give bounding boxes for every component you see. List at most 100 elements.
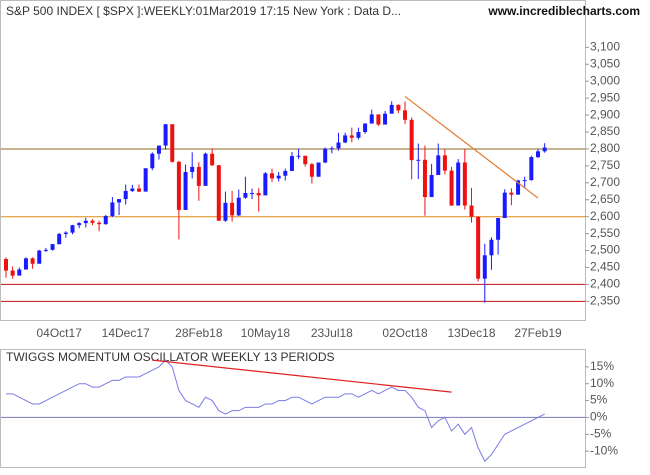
y-tick-label: 15% [590,359,614,373]
trend-line [404,95,539,199]
trend-line [152,359,452,393]
x-tick-label: 10May18 [241,326,291,340]
chart-title: S&P 500 INDEX [ $SPX ]:WEEKLY:01Mar2019 … [6,4,401,18]
candle-body [110,202,115,217]
candle-body [23,258,28,270]
y-tick-label: 2,450 [590,260,620,274]
y-tick-label: 2,650 [590,192,620,206]
candle-body [389,104,394,114]
candle-body [50,244,55,250]
candle-body [489,239,494,256]
y-tick-label: 2,800 [590,141,620,155]
candle-body [37,250,42,264]
candle-body [363,123,368,133]
candle-body [356,132,361,138]
y-tick-label: 2,400 [590,277,620,291]
candle-body [462,162,467,206]
x-tick-label: 23Jul18 [311,326,353,340]
candle-body [516,180,521,195]
candle-body [343,135,348,143]
y-tick-label: 2,750 [590,158,620,172]
y-tick-label: -10% [590,443,618,457]
candle-body [150,153,155,169]
y-tick-label: 2,350 [590,294,620,308]
candle-body [542,147,547,152]
candle-body [70,225,75,233]
site-name: www.incrediblecharts.com [487,4,640,18]
y-tick-label: -5% [590,426,612,440]
candle-body [409,119,414,161]
candle-body [236,197,241,216]
y-tick-label: 5% [590,393,608,407]
candle-body [522,180,527,182]
y-tick-label: 3,000 [590,73,620,87]
y-tick-label: 2,900 [590,107,620,121]
candle-body [469,205,474,217]
candle-body [230,202,235,216]
candle-body [30,258,35,264]
candle-body [316,162,321,177]
y-tick-label: 0% [590,410,608,424]
x-tick-label: 13Dec18 [447,326,495,340]
candle-body [163,124,168,146]
candle-body [170,124,175,162]
candle-body [103,216,108,225]
candle-body [130,188,135,191]
y-tick-label: 2,600 [590,209,620,223]
candle-body [63,232,68,234]
candle-body [303,155,308,165]
candle-body [43,249,48,251]
candle-body [536,151,540,158]
candle-body [396,104,401,111]
candle-body [137,188,141,192]
candle-body [216,165,221,221]
candle-body [243,192,248,198]
x-tick-label: 14Dec17 [102,326,150,340]
candle-body [442,155,447,171]
x-tick-label: 28Feb18 [175,326,223,340]
candle-body [336,142,341,149]
candle-body [289,156,294,171]
candle-body [90,220,95,223]
y-tick-label: 3,100 [590,40,620,54]
candle-body [77,223,82,226]
x-tick-label: 04Oct17 [37,326,83,340]
y-tick-label: 2,500 [590,243,620,257]
candle-body [196,166,201,186]
candle-body [256,192,261,196]
oscillator-line [6,359,545,463]
candle-body [323,148,328,163]
candle-body [476,216,481,279]
candle-body [309,164,314,177]
y-tick-label: 2,550 [590,226,620,240]
y-tick-label: 2,700 [590,175,620,189]
x-tick-label: 27Feb19 [514,326,562,340]
candle-body [17,269,22,276]
candle-body [210,153,215,166]
oscillator-panel [0,349,586,468]
candle-body [482,255,487,279]
candle-body [83,220,88,224]
candle-body [263,173,268,196]
candle-body [10,270,15,276]
candle-body [502,192,507,219]
candle-body [57,233,62,245]
x-tick-label: 02Oct18 [382,326,428,340]
candle-body [429,175,434,198]
candle-body [349,135,354,138]
candle-body [369,114,374,124]
candle-body [276,175,281,179]
candle-body [270,173,274,179]
candle-body [529,157,534,181]
y-tick-label: 10% [590,376,614,390]
candle-body [176,161,181,210]
y-tick-label: 2,950 [590,90,620,104]
candle-body [422,159,427,198]
candle-body [203,153,208,186]
oscillator-title: TWIGGS MOMENTUM OSCILLATOR WEEKLY 13 PER… [6,350,335,364]
candle-body [403,110,407,120]
candle-body [449,170,454,206]
candle-body [329,148,334,150]
candle-body [456,162,461,206]
